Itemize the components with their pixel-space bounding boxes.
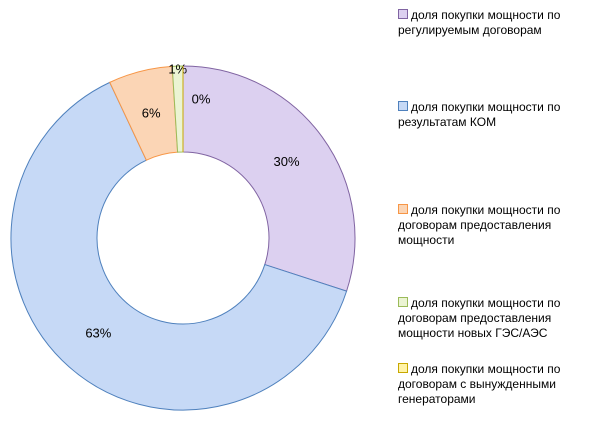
data-label: 1% <box>168 62 187 77</box>
legend-key <box>398 297 408 307</box>
legend-label: доля покупки мощности по договорам с вын… <box>398 362 561 406</box>
slice <box>182 65 356 292</box>
legend-key <box>398 9 408 19</box>
legend-label: доля покупки мощности по договорам предо… <box>398 296 561 340</box>
data-label: 63% <box>85 325 111 340</box>
legend-key <box>398 101 408 111</box>
legend-item: доля покупки мощности по результатам КОМ <box>398 100 603 130</box>
donut: 30% 63% 6% 1% 0% <box>10 62 356 411</box>
legend-key <box>398 363 408 373</box>
slice <box>10 81 348 411</box>
legend-label: доля покупки мощности по договорам предо… <box>398 203 561 247</box>
legend-label: доля покупки мощности по результатам КОМ <box>398 100 561 129</box>
legend-item: доля покупки мощности по договорам предо… <box>398 203 603 248</box>
data-label: 30% <box>274 154 300 169</box>
legend-item: доля покупки мощности по договорам предо… <box>398 296 603 341</box>
legend-item: доля покупки мощности по регулируемым до… <box>398 8 603 38</box>
legend-key <box>398 204 408 214</box>
data-label: 6% <box>142 105 161 120</box>
data-label: 0% <box>192 91 211 106</box>
legend-label: доля покупки мощности по регулируемым до… <box>398 8 561 37</box>
legend-item: доля покупки мощности по договорам с вын… <box>398 362 603 407</box>
